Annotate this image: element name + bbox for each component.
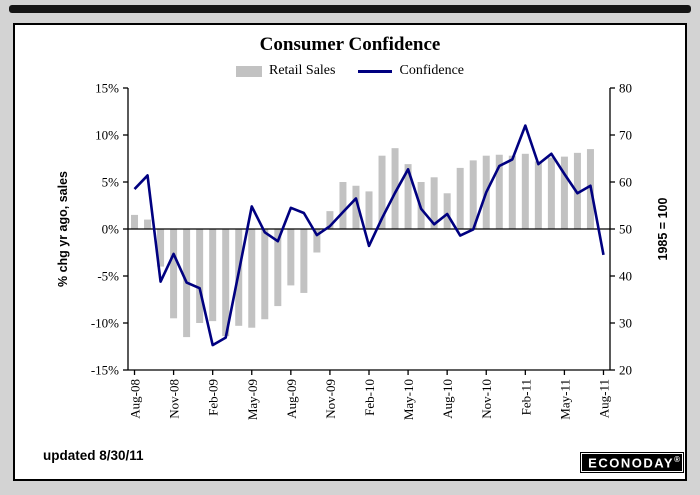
econoday-logo-text: ECONODAY xyxy=(588,455,675,470)
legend-label-retail-sales: Retail Sales xyxy=(268,63,336,78)
left-tick-label: -10% xyxy=(91,316,119,331)
right-tick-label: 50 xyxy=(619,222,632,237)
x-tick-label: Feb-11 xyxy=(518,379,533,415)
confidence-swatch xyxy=(358,69,393,73)
x-tick-label: Aug-10 xyxy=(440,379,455,419)
x-tick-label: Aug-08 xyxy=(128,379,143,419)
left-tick-label: 15% xyxy=(95,81,119,96)
registered-mark: ® xyxy=(674,454,680,464)
right-tick-label: 20 xyxy=(619,363,632,378)
x-tick-label: Feb-10 xyxy=(362,379,377,416)
left-tick-label: -15% xyxy=(91,363,119,378)
legend-label-confidence: Confidence xyxy=(399,63,465,78)
retail-sales-bars xyxy=(131,148,594,338)
window-top-edge xyxy=(9,5,691,13)
right-tick-label: 30 xyxy=(619,316,632,331)
confidence-line xyxy=(133,124,605,347)
left-tick-label: 0% xyxy=(102,222,120,237)
x-tick-label: May-10 xyxy=(401,379,416,420)
chart-legend: Retail Sales Confidence xyxy=(15,63,685,79)
retail-sales-swatch xyxy=(235,65,262,77)
right-tick-label: 60 xyxy=(619,175,632,190)
x-tick-label: Nov-10 xyxy=(479,379,494,419)
chart-title: Consumer Confidence xyxy=(259,34,441,55)
left-axis-title: % chg yr ago, sales xyxy=(56,171,70,287)
x-tick-label: Aug-11 xyxy=(597,379,612,418)
left-tick-label: 10% xyxy=(95,128,119,143)
right-tick-label: 70 xyxy=(619,128,632,143)
right-tick-label: 80 xyxy=(619,81,632,96)
chart-panel: Consumer Confidence Retail Sales Confide… xyxy=(13,23,687,481)
axes xyxy=(123,87,615,375)
x-tick-label: Nov-08 xyxy=(167,379,182,419)
x-tick-label: Nov-09 xyxy=(323,379,338,419)
x-tick-label: May-09 xyxy=(245,379,260,420)
econoday-logo: ECONODAY® xyxy=(580,451,684,473)
chart-plot-area: 15% 10% 5% 0% -5% -10% -15% 80 70 60 50 40 30 20 Aug-0… xyxy=(56,81,670,421)
right-tick-label: 40 xyxy=(619,269,632,284)
x-tick-label: Aug-09 xyxy=(284,379,299,419)
left-tick-label: -5% xyxy=(97,269,119,284)
updated-date-text: updated 8/30/11 xyxy=(43,448,144,463)
x-tick-label: Feb-09 xyxy=(206,379,221,416)
left-tick-label: 5% xyxy=(102,175,120,190)
x-tick-label: May-11 xyxy=(557,379,572,420)
right-axis-title: 1985 = 100 xyxy=(656,198,670,261)
